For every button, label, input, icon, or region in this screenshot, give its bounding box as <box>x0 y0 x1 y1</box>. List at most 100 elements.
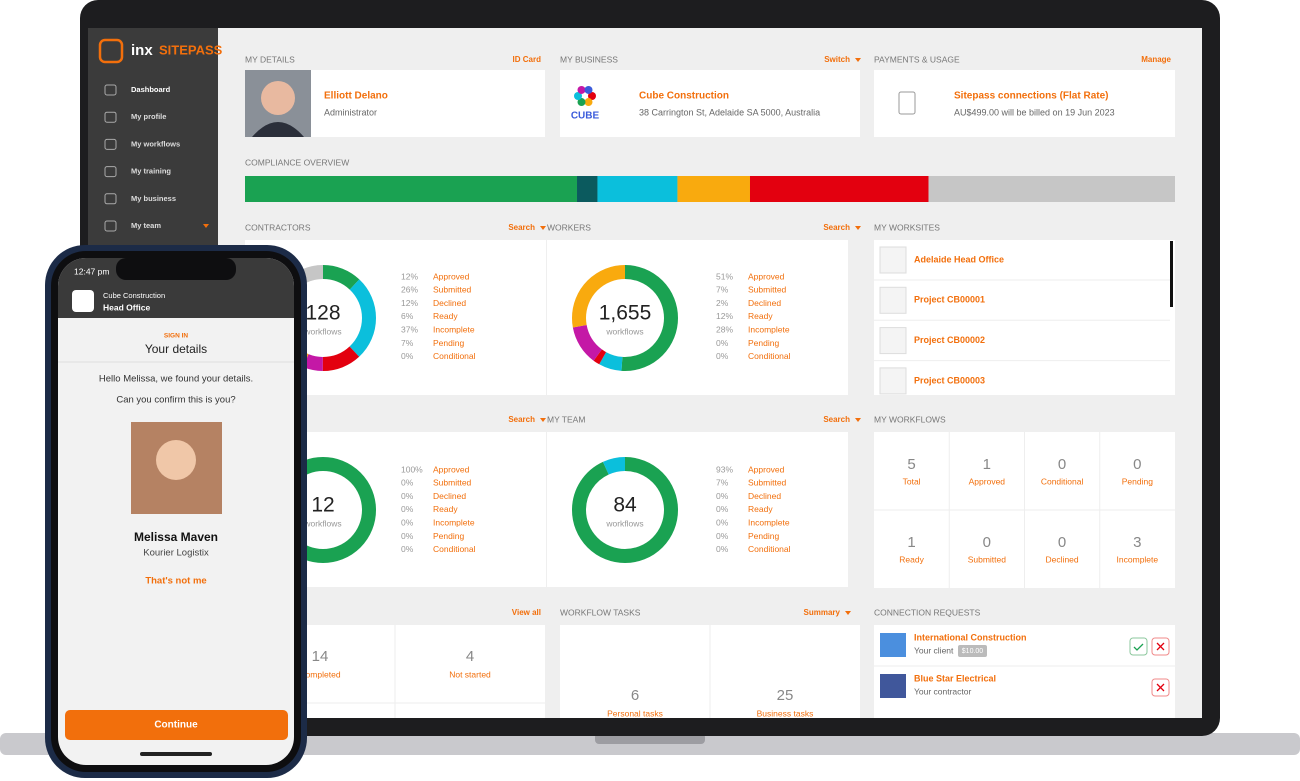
logo-dot <box>588 92 596 100</box>
workflow-count: 3 <box>1133 534 1141 551</box>
brand: SITEPASS <box>159 42 223 57</box>
worksite[interactable]: Project CB00002 <box>914 335 985 345</box>
legend-status: Pending <box>748 531 779 541</box>
workflow-label: Conditional <box>1041 476 1084 486</box>
donut-total: 128 <box>305 302 340 325</box>
worksite[interactable]: Project CB00003 <box>914 375 985 385</box>
logo-dot <box>584 85 593 94</box>
training-label: Completed <box>299 669 340 679</box>
request-name: International Construction <box>914 632 1027 642</box>
photo-face <box>261 81 295 115</box>
legend-percent: 12% <box>716 311 733 321</box>
scrollbar <box>1170 241 1173 307</box>
legend-percent: 12% <box>401 298 418 308</box>
compliance-segment <box>928 176 1175 202</box>
legend-percent: 26% <box>401 285 418 295</box>
donut-caption: workflows <box>605 326 643 336</box>
donut-segment <box>270 265 376 371</box>
donut-caption: workflows <box>303 518 341 528</box>
workflow-count: 0 <box>1058 456 1066 473</box>
nav-item[interactable]: My training <box>131 167 171 176</box>
legend-percent: 0% <box>401 491 414 501</box>
legend-status: Conditional <box>748 351 791 361</box>
logo-dot <box>577 98 586 107</box>
nav-item[interactable]: My business <box>131 194 176 203</box>
card <box>547 432 848 587</box>
legend-percent: 7% <box>716 285 729 295</box>
nav-item[interactable]: My workflows <box>131 139 180 148</box>
nav-icon <box>104 84 117 96</box>
person-company: Kourier Logistix <box>143 548 209 559</box>
training-count: 4 <box>466 648 474 665</box>
legend-status: Pending <box>748 338 779 348</box>
logo-icon <box>98 38 124 64</box>
section-action[interactable]: Search <box>823 415 850 424</box>
donut-total: 1,655 <box>599 302 652 325</box>
legend-status: Declined <box>748 298 781 308</box>
request-relation: Your contractor <box>914 686 971 696</box>
legend-status: Incomplete <box>748 517 790 527</box>
section-action[interactable]: ID Card <box>513 55 542 64</box>
workflow-count: 0 <box>1133 456 1141 473</box>
legend-percent: 100% <box>401 464 423 474</box>
site-thumb <box>879 367 907 395</box>
workflow-label: Approved <box>969 476 1006 486</box>
x-icon <box>1156 642 1165 651</box>
section-action[interactable]: View all <box>512 608 541 617</box>
accept-button[interactable] <box>1129 637 1148 656</box>
task-count: 6 <box>631 687 639 704</box>
billing-note: AU$499.00 will be billed on 19 Jun 2023 <box>954 107 1115 117</box>
workflow-count: 1 <box>983 456 991 473</box>
question: Can you confirm this is you? <box>116 395 235 406</box>
card <box>874 240 1175 395</box>
section-action[interactable]: Search <box>508 223 535 232</box>
nav-icon <box>104 193 117 205</box>
donut-caption: workflows <box>605 518 643 528</box>
legend-percent: 0% <box>401 504 414 514</box>
legend-status: Conditional <box>748 544 791 554</box>
donut-segment <box>572 265 678 371</box>
section-action[interactable]: Search <box>823 223 850 232</box>
section-heading: MY BUSINESS <box>560 54 618 64</box>
section-action[interactable]: Summary <box>804 608 841 617</box>
legend-percent: 12% <box>401 271 418 281</box>
legend-status: Approved <box>748 464 785 474</box>
logo-text: CUBE <box>571 111 600 122</box>
donut-caption: workflows <box>303 326 341 336</box>
worksite[interactable]: Project CB00001 <box>914 295 985 305</box>
photo-face <box>156 440 196 480</box>
legend-status: Incomplete <box>433 324 475 334</box>
section-heading: MY TEAM <box>547 414 585 424</box>
continue-label[interactable]: Continue <box>154 720 198 731</box>
workflow-label: Incomplete <box>1117 554 1159 564</box>
legend-status: Approved <box>433 464 470 474</box>
card <box>874 70 1175 137</box>
reject-link[interactable]: That's not me <box>145 576 206 587</box>
legend-percent: 0% <box>401 478 414 488</box>
legend-status: Declined <box>748 491 781 501</box>
section-action[interactable]: Search <box>508 415 535 424</box>
donut-segment <box>270 265 376 371</box>
nav-item[interactable]: Dashboard <box>131 85 171 94</box>
legend-percent: 93% <box>716 464 733 474</box>
nav-item[interactable]: My profile <box>131 112 166 121</box>
compliance-segment <box>677 176 750 202</box>
nav-icon <box>104 220 117 232</box>
business-name: Cube Construction <box>103 291 165 300</box>
legend-percent: 51% <box>716 271 733 281</box>
caret <box>855 226 861 230</box>
caret <box>855 58 861 62</box>
nav-icon <box>104 138 117 150</box>
legend-status: Conditional <box>433 544 476 554</box>
section-action[interactable]: Switch <box>824 55 850 64</box>
caret <box>845 611 851 615</box>
nav-icon <box>104 111 117 123</box>
section-action[interactable]: Manage <box>1141 55 1171 64</box>
continue-button[interactable] <box>65 710 288 740</box>
worksite[interactable]: Adelaide Head Office <box>914 254 1004 264</box>
task-label: Personal tasks <box>607 708 663 718</box>
phone-notch <box>116 258 236 280</box>
nav-item[interactable]: My team <box>131 221 161 230</box>
task-label: Business tasks <box>757 708 814 718</box>
